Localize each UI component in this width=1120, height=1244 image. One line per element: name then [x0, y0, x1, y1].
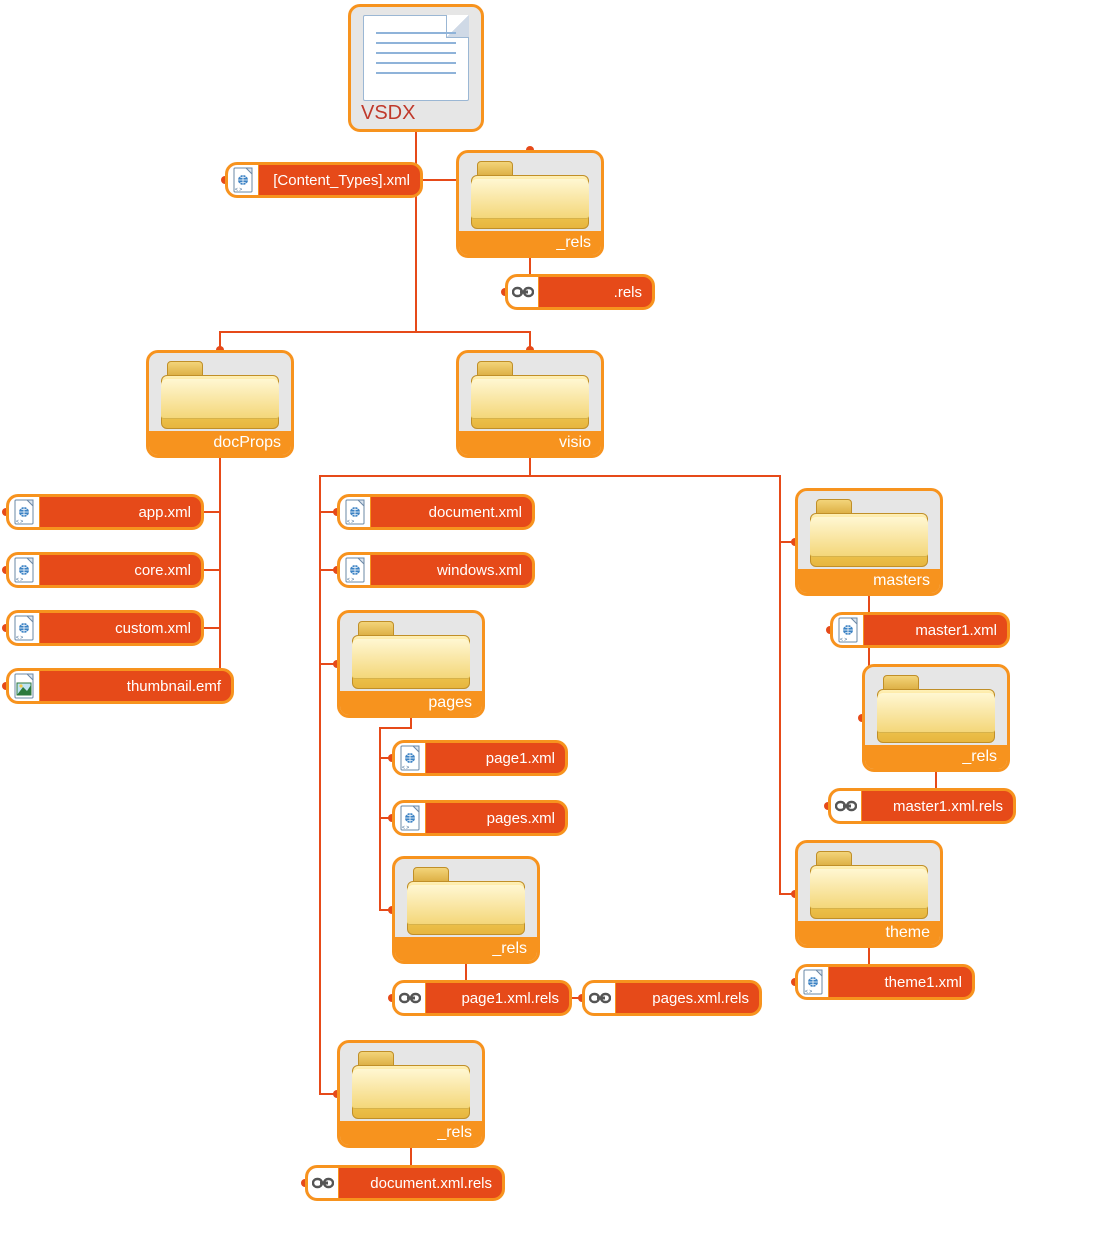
xml-globe-icon	[9, 497, 40, 527]
file-label: thumbnail.emf	[40, 678, 231, 695]
xml-globe-icon	[395, 803, 426, 833]
node-thumb: thumbnail.emf	[6, 668, 234, 704]
document-icon	[363, 15, 469, 101]
node-pages: pages	[337, 610, 485, 718]
node-pagesx: pages.xml	[392, 800, 568, 836]
chain-link-icon	[308, 1168, 339, 1198]
node-p1rels: page1.xml.rels	[392, 980, 572, 1016]
xml-globe-icon	[340, 497, 371, 527]
file-label: .rels	[539, 284, 652, 301]
node-theme: theme	[795, 840, 943, 948]
node-pagesrels: _rels	[392, 856, 540, 964]
file-label: document.xml.rels	[339, 1175, 502, 1192]
file-label: master1.xml.rels	[862, 798, 1013, 815]
folder-label: _rels	[459, 231, 601, 255]
file-label: master1.xml	[864, 622, 1007, 639]
xml-globe-icon	[9, 555, 40, 585]
file-label: app.xml	[40, 504, 201, 521]
folder-label: visio	[459, 431, 601, 455]
file-label: document.xml	[371, 504, 532, 521]
file-label: pages.xml.rels	[616, 990, 759, 1007]
file-label: page1.xml.rels	[426, 990, 569, 1007]
node-rels1: _rels	[456, 150, 604, 258]
file-label: [Content_Types].xml	[259, 172, 420, 189]
node-pgsrels: pages.xml.rels	[582, 980, 762, 1016]
chain-link-icon	[508, 277, 539, 307]
xml-globe-icon	[9, 613, 40, 643]
root-label: VSDX	[361, 102, 415, 125]
node-visio: visio	[456, 350, 604, 458]
node-root: VSDX	[348, 4, 484, 132]
node-winxml: windows.xml	[337, 552, 535, 588]
chain-link-icon	[585, 983, 616, 1013]
chain-link-icon	[831, 791, 862, 821]
xml-globe-icon	[340, 555, 371, 585]
file-label: theme1.xml	[829, 974, 972, 991]
tree-canvas: VSDX [Content_Types].xml _rels .rels docProp…	[0, 0, 1120, 1244]
folder-label: _rels	[395, 937, 537, 961]
node-m1rels: master1.xml.rels	[828, 788, 1016, 824]
node-page1: page1.xml	[392, 740, 568, 776]
node-ct: [Content_Types].xml	[225, 162, 423, 198]
node-app: app.xml	[6, 494, 204, 530]
file-label: pages.xml	[426, 810, 565, 827]
folder-label: _rels	[340, 1121, 482, 1145]
picture-icon	[9, 671, 40, 701]
file-label: page1.xml	[426, 750, 565, 767]
xml-globe-icon	[228, 165, 259, 195]
folder-label: docProps	[149, 431, 291, 455]
file-label: core.xml	[40, 562, 201, 579]
folder-label: pages	[340, 691, 482, 715]
folder-label: masters	[798, 569, 940, 593]
node-custom: custom.xml	[6, 610, 204, 646]
xml-globe-icon	[798, 967, 829, 997]
node-docxml: document.xml	[337, 494, 535, 530]
node-core: core.xml	[6, 552, 204, 588]
node-theme1: theme1.xml	[795, 964, 975, 1000]
file-label: custom.xml	[40, 620, 201, 637]
node-relsf: .rels	[505, 274, 655, 310]
xml-globe-icon	[395, 743, 426, 773]
file-label: windows.xml	[371, 562, 532, 579]
node-m1xml: master1.xml	[830, 612, 1010, 648]
node-docprops: docProps	[146, 350, 294, 458]
xml-globe-icon	[833, 615, 864, 645]
folder-label: _rels	[865, 745, 1007, 769]
node-mrels: _rels	[862, 664, 1010, 772]
folder-label: theme	[798, 921, 940, 945]
node-masters: masters	[795, 488, 943, 596]
node-docrels: document.xml.rels	[305, 1165, 505, 1201]
node-vrels: _rels	[337, 1040, 485, 1148]
chain-link-icon	[395, 983, 426, 1013]
